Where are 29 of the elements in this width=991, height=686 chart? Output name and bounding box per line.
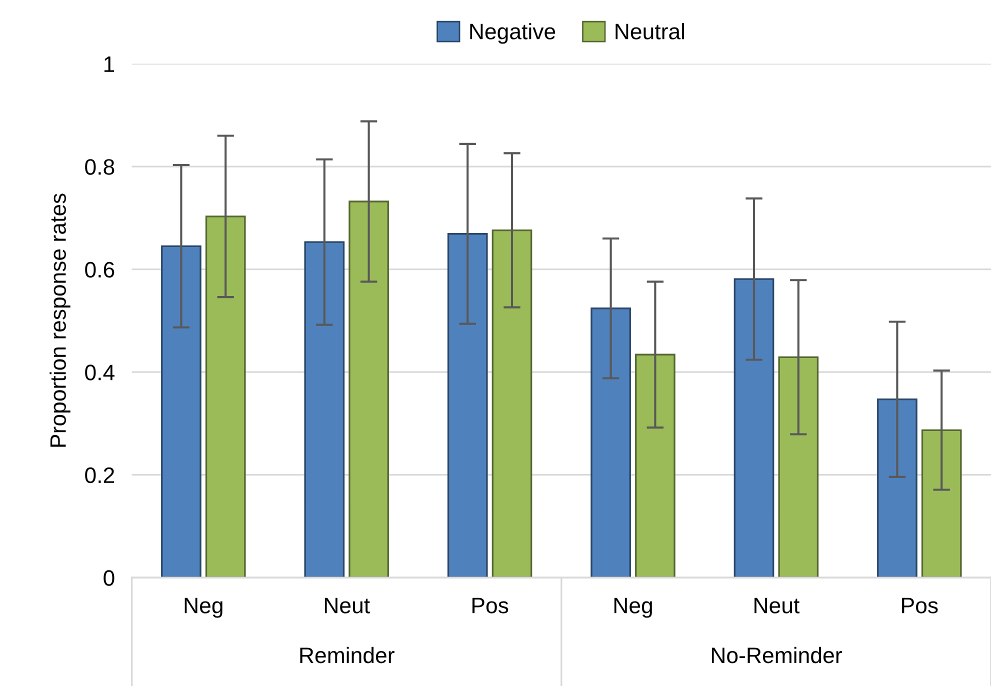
bar xyxy=(492,229,532,578)
bar xyxy=(447,233,488,578)
x-tick-label: Pos xyxy=(902,598,938,614)
bar xyxy=(778,356,819,578)
legend-label: Neutral xyxy=(616,23,684,40)
text: Reminder xyxy=(300,646,394,664)
y-tick-label: 0.8 xyxy=(85,159,114,175)
y-tick-label: 1 xyxy=(104,56,114,72)
x-tick-label: Pos xyxy=(472,598,508,614)
bar xyxy=(590,308,631,578)
bar xyxy=(877,398,918,578)
x-tick-label: Neg xyxy=(184,598,222,618)
y-tick-label: 0.2 xyxy=(85,467,114,484)
y-tick-label: 0.6 xyxy=(85,262,114,278)
bar xyxy=(635,354,676,578)
bar xyxy=(348,200,389,578)
bar xyxy=(205,216,246,578)
y-tick-label: 0 xyxy=(104,570,114,586)
bar xyxy=(921,429,962,578)
x-tick-label: Neut xyxy=(324,598,370,614)
y-tick-label: 0.4 xyxy=(85,364,114,380)
bar xyxy=(304,241,345,578)
x-tick-label: Neut xyxy=(754,598,800,614)
bar xyxy=(161,245,202,578)
x-tick-label: Neg xyxy=(614,598,652,618)
y-axis-title: Proportion response rates xyxy=(50,194,70,447)
bar xyxy=(734,278,774,578)
text: No-Reminder xyxy=(712,646,842,664)
legend-label: Negative xyxy=(470,23,556,44)
